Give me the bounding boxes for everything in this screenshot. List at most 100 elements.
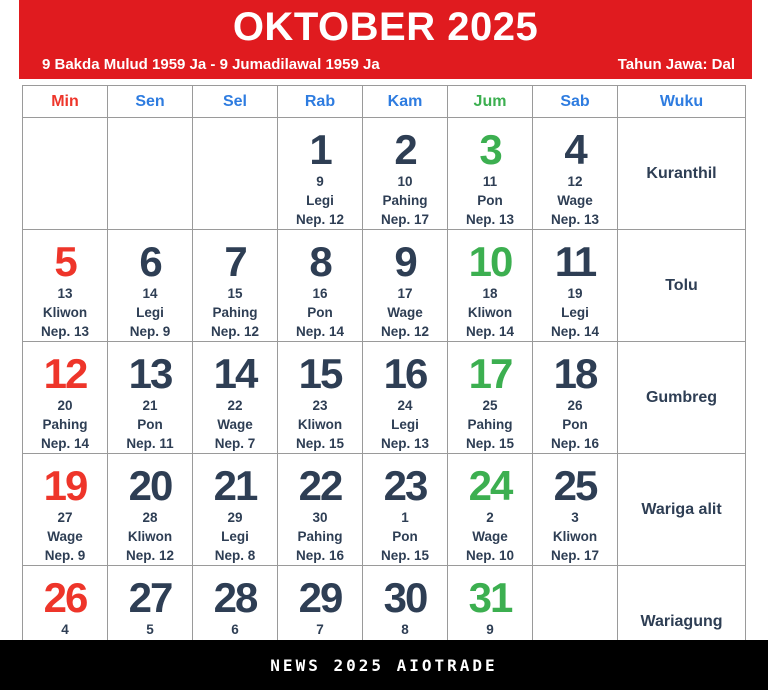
neptu-value: Nep. 17 [380, 212, 430, 227]
day-header-wuku: Wuku [618, 86, 745, 118]
gregorian-date-number: 1 [309, 126, 332, 173]
calendar-day-4: 4 12 Wage Nep. 13 [533, 118, 618, 230]
calendar-day-22: 22 30 Pahing Nep. 16 [278, 454, 363, 566]
javanese-date-number: 16 [312, 286, 328, 301]
calendar-day-empty [193, 118, 278, 230]
calendar-day-empty [108, 118, 193, 230]
news-ticker-bar: NEWS 2025 AIOTRADE [0, 640, 768, 690]
javanese-date-number: 15 [227, 286, 243, 301]
gregorian-date-number: 6 [139, 238, 162, 285]
javanese-date-number: 27 [57, 510, 73, 525]
day-header-min: Min [23, 86, 108, 118]
pasaran-name: Pon [137, 417, 163, 432]
javanese-date-number: 2 [486, 510, 494, 525]
pasaran-name: Legi [391, 417, 419, 432]
gregorian-date-number: 20 [128, 462, 174, 509]
pasaran-name: Wage [47, 529, 83, 544]
calendar-day-21: 21 29 Legi Nep. 8 [193, 454, 278, 566]
javanese-date-number: 11 [482, 174, 498, 189]
gregorian-date-number: 10 [468, 238, 514, 285]
javanese-year-label: Tahun Jawa: Dal [617, 56, 735, 73]
neptu-value: Nep. 13 [40, 324, 90, 339]
pasaran-name: Pon [392, 529, 418, 544]
pasaran-name: Kliwon [552, 529, 598, 544]
javanese-date-number: 12 [567, 174, 583, 189]
pasaran-name: Legi [306, 193, 334, 208]
javanese-date-number: 1 [401, 510, 409, 525]
gregorian-date-number: 7 [224, 238, 247, 285]
calendar-day-8: 8 16 Pon Nep. 14 [278, 230, 363, 342]
calendar-day-18: 18 26 Pon Nep. 16 [533, 342, 618, 454]
gregorian-date-number: 25 [553, 462, 599, 509]
gregorian-date-number: 2 [394, 126, 417, 173]
wuku-label-kuranthil: Kuranthil [618, 118, 745, 230]
javanese-date-number: 29 [227, 510, 243, 525]
calendar-day-empty [23, 118, 108, 230]
wuku-label-wariga-alit: Wariga alit [618, 454, 745, 566]
pasaran-name: Pon [307, 305, 333, 320]
pasaran-name: Pon [477, 193, 503, 208]
pasaran-name: Kliwon [42, 305, 88, 320]
neptu-value: Nep. 7 [214, 436, 256, 451]
gregorian-date-number: 30 [383, 574, 429, 621]
pasaran-name: Pahing [382, 193, 428, 208]
gregorian-date-number: 23 [383, 462, 429, 509]
calendar-day-23: 23 1 Pon Nep. 15 [363, 454, 448, 566]
calendar-day-9: 9 17 Wage Nep. 12 [363, 230, 448, 342]
calendar-day-13: 13 21 Pon Nep. 11 [108, 342, 193, 454]
neptu-value: Nep. 9 [129, 324, 171, 339]
neptu-value: Nep. 13 [380, 436, 430, 451]
calendar-day-15: 15 23 Kliwon Nep. 15 [278, 342, 363, 454]
neptu-value: Nep. 11 [126, 436, 174, 451]
pasaran-name: Pahing [42, 417, 88, 432]
pasaran-name: Kliwon [467, 305, 513, 320]
javanese-date-number: 9 [486, 622, 494, 637]
pasaran-name: Wage [472, 529, 508, 544]
gregorian-date-number: 5 [54, 238, 77, 285]
calendar-day-11: 11 19 Legi Nep. 14 [533, 230, 618, 342]
pasaran-name: Pahing [212, 305, 258, 320]
pasaran-name: Pahing [297, 529, 343, 544]
pasaran-name: Kliwon [297, 417, 343, 432]
gregorian-date-number: 22 [298, 462, 344, 509]
pasaran-name: Legi [136, 305, 164, 320]
neptu-value: Nep. 14 [295, 324, 345, 339]
neptu-value: Nep. 16 [295, 548, 345, 563]
gregorian-date-number: 14 [213, 350, 259, 397]
javanese-date-number: 7 [316, 622, 324, 637]
gregorian-date-number: 3 [479, 126, 502, 173]
neptu-value: Nep. 14 [40, 436, 90, 451]
javanese-date-number: 30 [312, 510, 328, 525]
neptu-value: Nep. 14 [465, 324, 515, 339]
calendar-day-17: 17 25 Pahing Nep. 15 [448, 342, 533, 454]
javanese-date-number: 19 [567, 286, 583, 301]
neptu-value: Nep. 8 [214, 548, 256, 563]
javanese-date-number: 9 [316, 174, 324, 189]
pasaran-name: Pahing [467, 417, 513, 432]
pasaran-name: Wage [217, 417, 253, 432]
day-header-sel: Sel [193, 86, 278, 118]
javanese-date-number: 26 [567, 398, 583, 413]
calendar-day-1: 1 9 Legi Nep. 12 [278, 118, 363, 230]
neptu-value: Nep. 12 [210, 324, 260, 339]
javanese-date-number: 25 [482, 398, 498, 413]
javanese-date-number: 21 [142, 398, 158, 413]
javanese-date-number: 8 [401, 622, 409, 637]
calendar-grid: Min Sen Sel Rab Kam Jum Sab Wuku 1 9 Legi Nep. 12 2 1… [22, 85, 746, 679]
neptu-value: Nep. 13 [465, 212, 515, 227]
neptu-value: Nep. 12 [380, 324, 430, 339]
calendar-day-14: 14 22 Wage Nep. 7 [193, 342, 278, 454]
neptu-value: Nep. 17 [550, 548, 600, 563]
neptu-value: Nep. 13 [550, 212, 600, 227]
javanese-date-number: 5 [146, 622, 154, 637]
gregorian-date-number: 19 [43, 462, 89, 509]
gregorian-date-number: 31 [468, 574, 514, 621]
pasaran-name: Pon [562, 417, 588, 432]
calendar-day-10: 10 18 Kliwon Nep. 14 [448, 230, 533, 342]
gregorian-date-number: 9 [394, 238, 417, 285]
page-title: OKTOBER 2025 [232, 5, 539, 49]
gregorian-date-number: 26 [43, 574, 89, 621]
calendar-day-25: 25 3 Kliwon Nep. 17 [533, 454, 618, 566]
pasaran-name: Legi [221, 529, 249, 544]
